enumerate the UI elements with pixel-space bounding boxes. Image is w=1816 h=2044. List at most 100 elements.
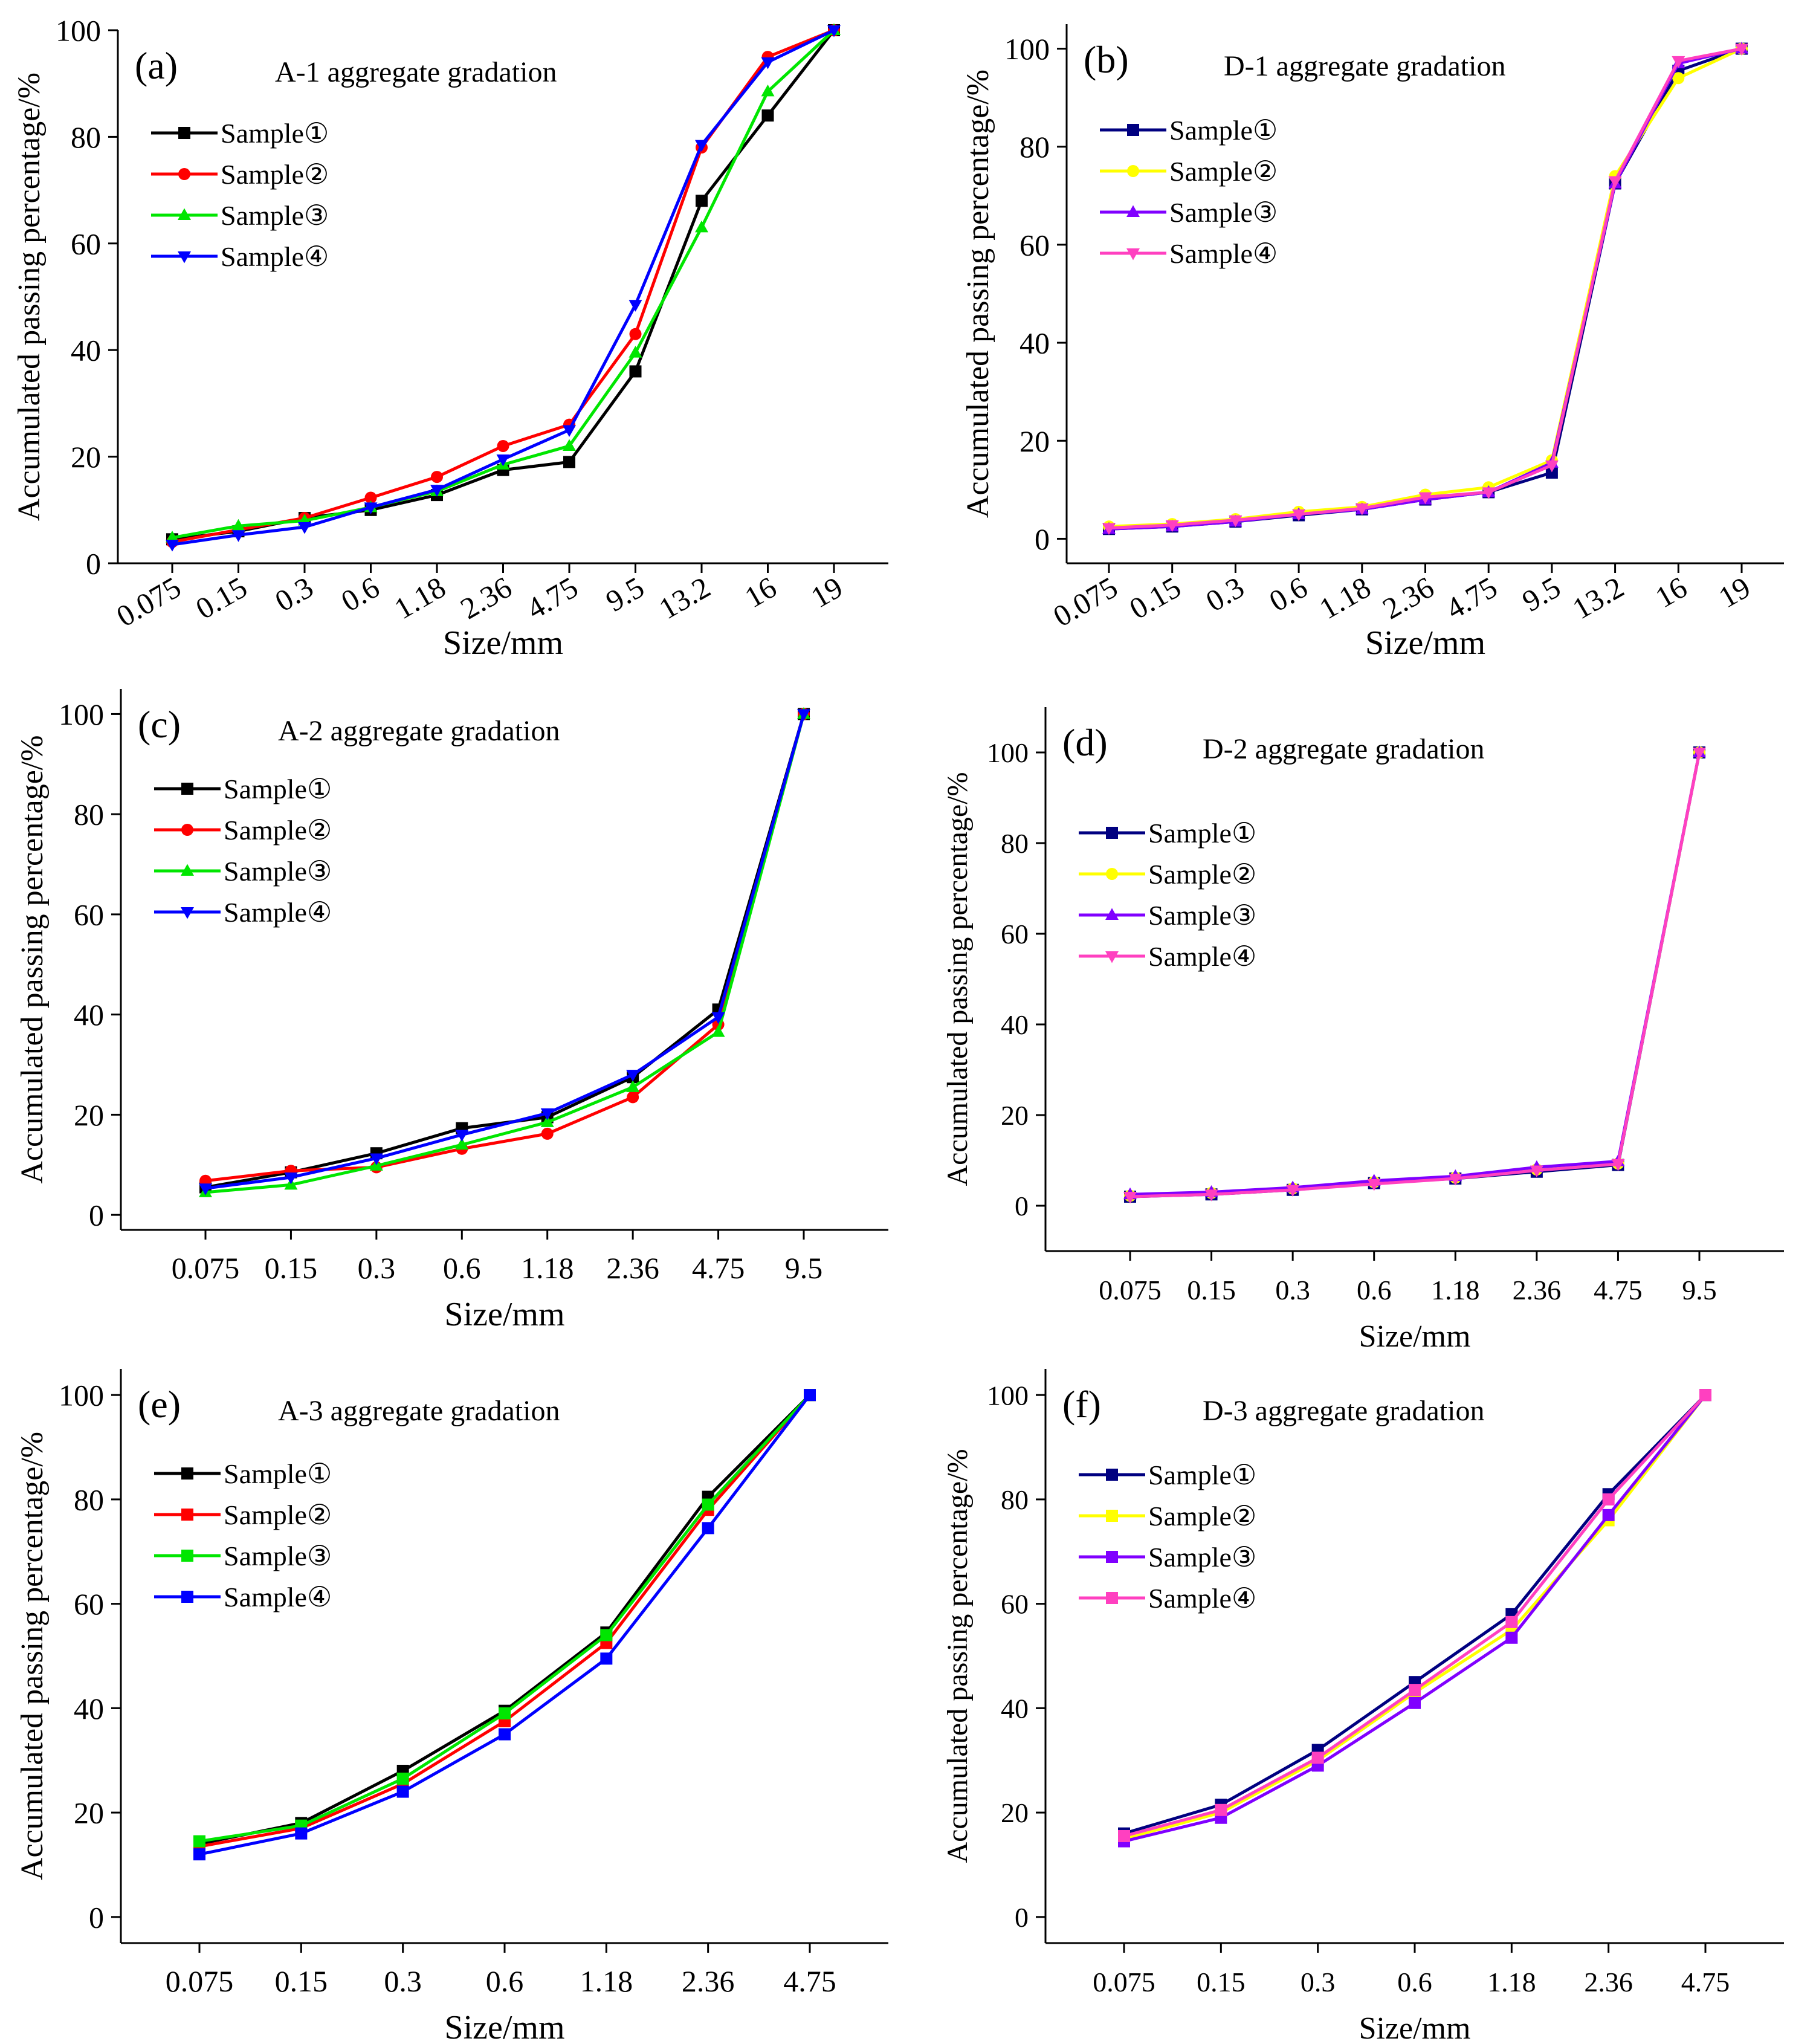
x-axis-label: Size/mm: [1359, 1319, 1471, 1354]
data-point: [284, 1172, 298, 1185]
data-point: [1482, 487, 1496, 499]
legend: Sample① Sample② Sample③ Sample④: [1079, 818, 1256, 972]
series-4: [193, 1389, 816, 1861]
data-point: [1735, 44, 1748, 56]
legend-marker: [1106, 1551, 1118, 1563]
legend-label: Sample②: [1148, 1501, 1256, 1531]
y-tick-label: 20: [1019, 424, 1050, 458]
data-point: [1545, 466, 1558, 479]
data-point: [1530, 1165, 1543, 1177]
y-tick-label: 0: [89, 1900, 104, 1934]
data-point: [396, 1785, 409, 1798]
y-tick-label: 40: [74, 1692, 104, 1725]
y-tick-label: 80: [74, 798, 104, 832]
x-tick-label: 0.6: [1263, 570, 1313, 618]
data-point: [702, 1522, 714, 1535]
data-point: [1165, 520, 1179, 532]
x-tick-label: 0.3: [1200, 570, 1250, 618]
legend-marker: [181, 907, 194, 919]
data-point: [295, 1827, 308, 1840]
legend-marker: [1127, 124, 1139, 136]
series-4: [199, 709, 810, 1195]
x-tick-label: 0.6: [335, 570, 385, 618]
y-tick-label: 100: [987, 737, 1029, 768]
x-tick-label: 2.36: [682, 1964, 735, 1998]
data-point: [1409, 1684, 1421, 1696]
data-point: [600, 1629, 613, 1641]
y-tick-label: 100: [987, 1380, 1029, 1411]
data-point: [804, 1389, 816, 1402]
data-point: [1286, 1185, 1300, 1197]
panel-label: (f): [1062, 1383, 1101, 1426]
panel-label: (d): [1062, 721, 1108, 764]
data-point: [193, 1848, 205, 1861]
y-tick-label: 60: [1019, 228, 1050, 262]
legend-label: Sample④: [224, 897, 332, 928]
y-tick-label: 80: [1001, 828, 1029, 859]
data-point: [369, 1153, 383, 1165]
x-tick-label: 4.75: [1594, 1275, 1643, 1305]
data-point: [499, 1728, 511, 1741]
y-tick-label: 100: [1004, 32, 1050, 66]
legend-marker: [1106, 1592, 1118, 1604]
series-3: [193, 1389, 816, 1848]
x-tick-label: 0.15: [275, 1964, 328, 1998]
x-axis-label: Size/mm: [444, 2009, 564, 2044]
x-tick-label: 0.075: [111, 570, 186, 633]
data-point: [364, 502, 378, 514]
x-tick-label: 9.5: [600, 570, 650, 618]
x-tick-label: 1.18: [1431, 1275, 1480, 1305]
y-tick-label: 0: [1015, 1191, 1029, 1221]
legend-marker: [178, 251, 191, 264]
y-tick-label: 20: [74, 1098, 104, 1132]
legend-label: Sample②: [1148, 859, 1256, 890]
series-2: [1118, 1389, 1711, 1845]
y-tick-label: 0: [1015, 1902, 1029, 1933]
x-axis-label: Size/mm: [443, 624, 563, 662]
x-tick-label: 0.3: [358, 1251, 396, 1285]
series-3: [1123, 745, 1706, 1200]
data-point: [540, 1115, 554, 1127]
x-axis-label: Size/mm: [1359, 2011, 1471, 2044]
x-tick-label: 9.5: [785, 1251, 823, 1285]
x-tick-label: 19: [1713, 570, 1756, 614]
data-point: [1355, 503, 1369, 516]
legend-label: Sample③: [1148, 900, 1256, 931]
data-point: [455, 1137, 469, 1150]
legend-marker: [181, 783, 193, 795]
x-tick-label: 13.2: [1566, 570, 1629, 626]
y-tick-label: 80: [1001, 1484, 1029, 1515]
data-point: [1602, 1493, 1615, 1506]
x-tick-label: 1.18: [389, 570, 451, 626]
legend-label: Sample④: [1148, 1583, 1256, 1614]
legend-marker: [1126, 205, 1140, 217]
data-point: [1229, 515, 1242, 528]
data-point: [1367, 1179, 1381, 1191]
x-tick-label: 0.15: [265, 1251, 318, 1285]
data-point: [1118, 1829, 1130, 1842]
y-axis-label: Accumulated passing percentage/%: [942, 772, 974, 1186]
data-point: [231, 519, 245, 531]
y-tick-label: 20: [1001, 1100, 1029, 1131]
x-tick-label: 0.6: [1357, 1275, 1392, 1305]
legend-marker: [181, 1550, 193, 1562]
y-tick-label: 40: [1001, 1009, 1029, 1040]
y-tick-label: 100: [59, 697, 104, 731]
series-3: [1118, 1389, 1711, 1848]
x-tick-label: 0.3: [384, 1964, 422, 1998]
y-tick-label: 80: [71, 120, 101, 154]
data-point: [298, 522, 311, 534]
x-tick-label: 0.15: [190, 570, 253, 626]
chart-title: D-1 aggregate gradation: [1224, 50, 1505, 82]
legend-marker: [1105, 908, 1119, 920]
legend-marker: [178, 127, 190, 139]
data-point: [540, 1108, 554, 1121]
y-axis-label: Accumulated passing percentage/%: [15, 735, 50, 1183]
y-tick-label: 40: [1001, 1693, 1029, 1724]
data-point: [695, 140, 708, 152]
x-tick-label: 1.18: [1314, 570, 1377, 626]
legend-marker: [178, 168, 190, 180]
x-tick-label: 13.2: [653, 570, 716, 626]
x-tick-label: 4.75: [783, 1964, 836, 1998]
y-axis-label: Accumulated passing percentage/%: [15, 1432, 50, 1880]
